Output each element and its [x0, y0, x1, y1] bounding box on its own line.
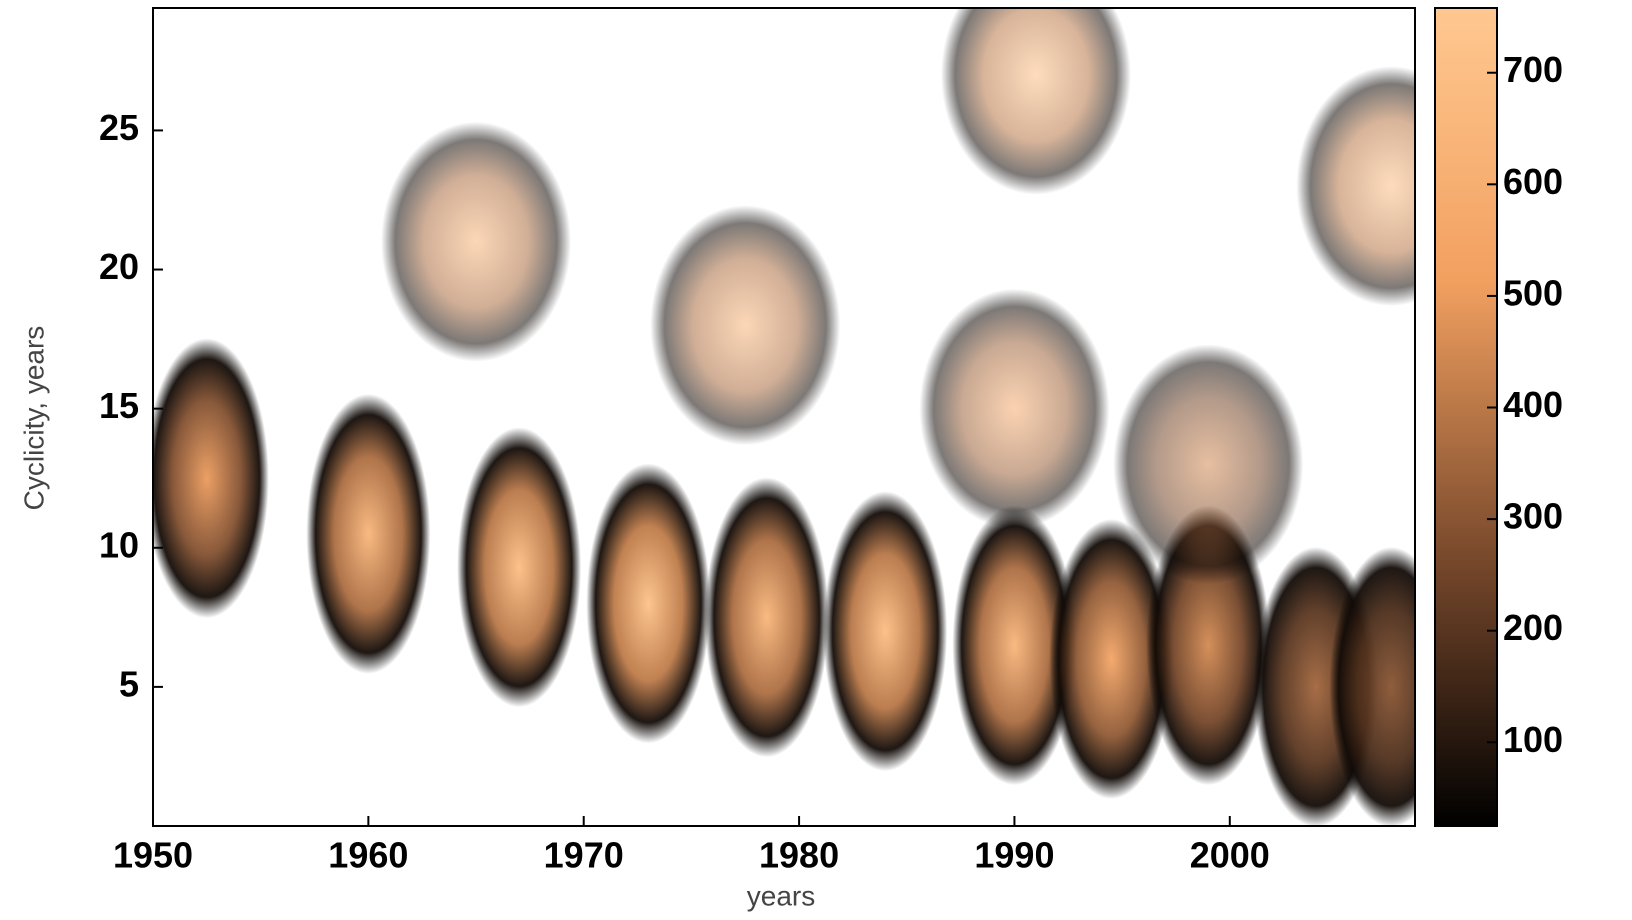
- y-tick-label: 5: [119, 663, 139, 704]
- colorbar-tick-label: 200: [1503, 607, 1563, 648]
- x-axis-label: years: [747, 880, 815, 911]
- contour-peak: [145, 338, 269, 618]
- contour-peak: [586, 463, 710, 743]
- chart: years Cyclicity, years 1950 1960 1970 1980 1…: [0, 0, 1632, 920]
- contour-peak: [919, 289, 1109, 529]
- colorbar-tick-label: 300: [1503, 496, 1563, 537]
- contour-peak: [381, 122, 571, 362]
- contour-peak: [306, 394, 430, 674]
- colorbar-tick-label: 100: [1503, 719, 1563, 760]
- x-tick-label: 1960: [328, 835, 408, 876]
- colorbar: [1435, 8, 1497, 826]
- contour-peak: [457, 427, 581, 707]
- x-tick-label: 1990: [974, 835, 1054, 876]
- colorbar-tick-label: 400: [1503, 384, 1563, 425]
- colorbar-tick-label: 500: [1503, 272, 1563, 313]
- contour-peak: [650, 205, 840, 445]
- colorbar-tick-label: 600: [1503, 161, 1563, 202]
- y-tick-label: 15: [99, 385, 139, 426]
- y-axis-label: Cyclicity, years: [18, 326, 49, 511]
- x-tick-label: 1970: [544, 835, 624, 876]
- x-tick-label: 1950: [113, 835, 193, 876]
- y-tick-label: 25: [99, 107, 139, 148]
- contour-peak: [823, 491, 947, 771]
- colorbar-tick-label: 700: [1503, 49, 1563, 90]
- contour-peak: [1113, 344, 1303, 584]
- contour-peak: [705, 477, 829, 757]
- x-tick-label: 2000: [1190, 835, 1270, 876]
- x-tick-label: 1980: [759, 835, 839, 876]
- y-tick-label: 20: [99, 246, 139, 287]
- y-tick-label: 10: [99, 524, 139, 565]
